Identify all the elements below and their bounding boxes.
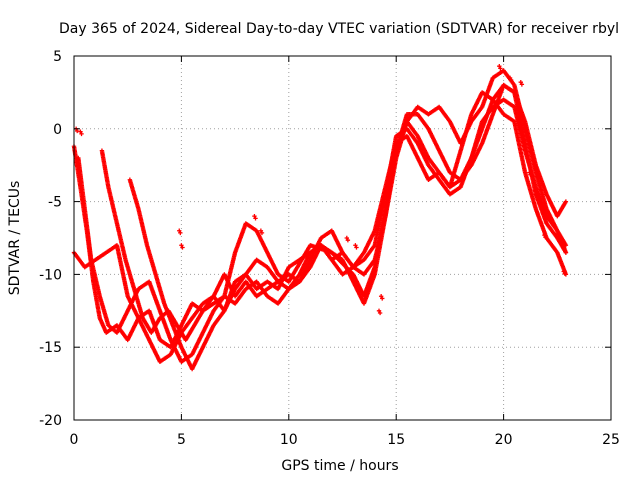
axes: 0 5 10 15 20 25 5 0 -5 -10 -15 -20 — [39, 49, 620, 448]
x-axis-label: GPS time / hours — [281, 458, 398, 474]
y-tick-label: 5 — [53, 49, 62, 65]
data-point-marker — [180, 245, 185, 250]
x-tick-label: 0 — [70, 432, 79, 448]
data-point-marker — [528, 172, 533, 177]
y-axis-label: SDTVAR / TECUs — [7, 181, 23, 296]
data-point-marker — [79, 131, 84, 137]
series-sat-e — [127, 82, 569, 372]
data-point-marker — [354, 245, 359, 250]
plot-area — [71, 63, 569, 372]
x-tick-label: 20 — [495, 432, 513, 448]
x-tick-label: 10 — [280, 432, 298, 448]
data-point-marker — [253, 216, 258, 221]
x-tick-label: 5 — [177, 432, 186, 448]
y-tick-label: 0 — [53, 122, 62, 138]
chart-title: Day 365 of 2024, Sidereal Day-to-day VTE… — [59, 21, 619, 37]
data-point-marker — [508, 77, 514, 83]
data-point-marker — [563, 250, 569, 255]
data-point-marker — [345, 237, 351, 243]
data-point-marker — [75, 128, 80, 134]
x-tick-label: 25 — [602, 432, 620, 448]
data-point-marker — [562, 271, 568, 276]
data-point-marker — [377, 310, 383, 316]
data-point-marker — [498, 66, 503, 71]
plot-frame — [73, 55, 612, 421]
data-point-marker — [563, 199, 569, 204]
data-point-marker — [259, 230, 265, 236]
y-tick-label: -10 — [39, 267, 62, 283]
y-tick-label: -5 — [48, 195, 62, 211]
x-tick-label: 15 — [387, 432, 405, 448]
data-point-marker — [519, 82, 525, 87]
y-tick-label: -15 — [39, 340, 62, 356]
data-point-marker — [380, 296, 385, 301]
data-point-marker — [543, 235, 548, 240]
data-point-marker — [178, 230, 183, 236]
y-tick-label: -20 — [39, 413, 62, 429]
